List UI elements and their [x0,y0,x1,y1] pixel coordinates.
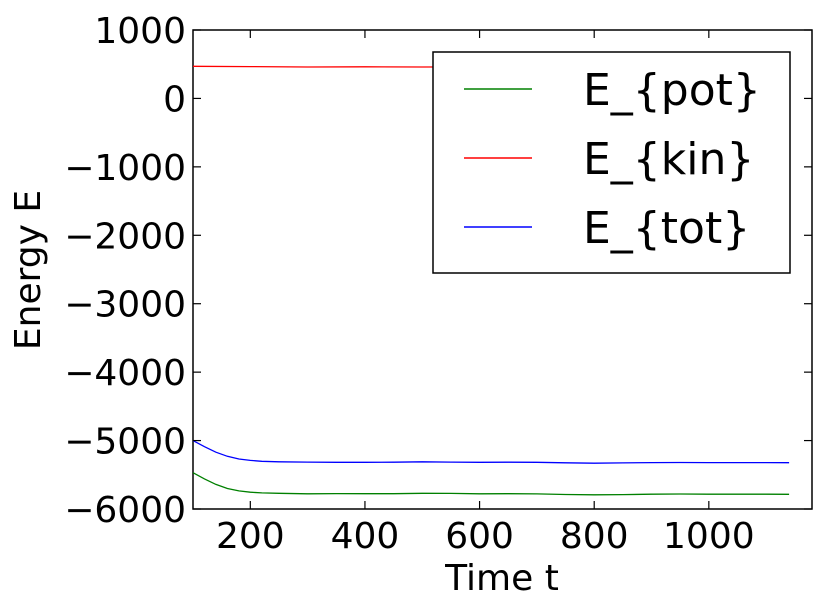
y-tick-label: −4000 [64,353,186,394]
y-tick-label: −2000 [64,216,186,257]
plot-frame [192,29,813,510]
y-axis-ticks: 1000 0 −1000 −2000 −3000 −4000 −5000 −6000 [64,11,812,531]
x-axis-ticks: 200 400 600 800 1000 [216,30,755,557]
y-axis-label: Energy E [8,190,49,350]
legend-label: E_{kin} [583,134,754,185]
y-tick-label: 1000 [94,11,186,52]
x-tick-label: 600 [445,516,514,557]
y-tick-label: −1000 [64,148,186,189]
y-tick-label: −3000 [64,285,186,326]
y-tick-label: −5000 [64,422,186,463]
x-tick-label: 800 [560,516,629,557]
legend-items: E_{pot} E_{kin} E_{tot} [464,65,761,254]
legend-label: E_{pot} [583,65,761,116]
series-line [192,472,790,496]
legend-label: E_{tot} [583,203,750,254]
legend: E_{pot} E_{kin} E_{tot} [432,51,791,274]
x-axis-label: Time t [444,558,559,599]
x-tick-label: 200 [216,516,285,557]
x-tick-label: 1000 [663,516,755,557]
y-tick-label: 0 [163,79,186,120]
series-line [192,440,790,464]
y-tick-label: −6000 [64,490,186,531]
x-tick-label: 400 [331,516,400,557]
